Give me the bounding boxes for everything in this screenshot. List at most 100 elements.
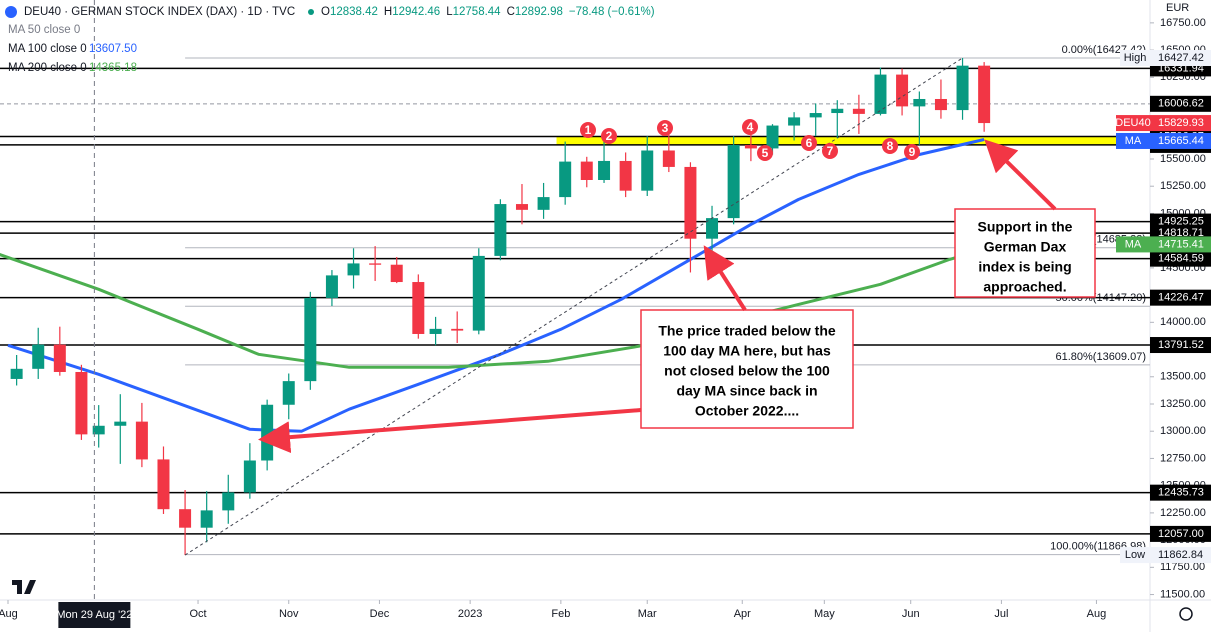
candle-body [788,117,801,126]
candle-body [956,65,969,111]
annotation-text: day MA since back in [676,383,817,399]
y-tick-label: 15500.00 [1160,153,1206,165]
price-tag-name-bg [1116,115,1150,132]
candle-body [135,421,148,460]
candle-body [662,150,675,167]
marker-label: 6 [806,136,813,150]
price-tag-name-bg [1116,236,1150,253]
candle-body [515,204,528,210]
quote-part: −78.48 (−0.61%) [569,6,655,18]
y-tick-label: 13000.00 [1160,425,1206,437]
annotation-text: index is being [978,259,1071,275]
arrow [258,408,642,454]
annotation-text: not closed below the 100 [664,363,830,379]
candle-body [451,328,464,331]
annotation-text: The price traded below the [658,323,836,339]
fib-label: 61.80%(13609.07) [1055,351,1146,363]
price-tag [1150,132,1211,149]
x-tick-label: Jun [902,608,920,620]
quote-part: L [446,6,453,18]
candle-body [222,492,235,511]
candle-body [347,263,360,276]
marker-label: 5 [762,146,769,160]
candle-body [913,98,926,107]
y-tick-label: 13250.00 [1160,398,1206,410]
candle-body [10,368,23,379]
annotation-text: German Dax [984,239,1067,255]
x-tick-label: Apr [734,608,751,620]
candle-body [766,125,779,149]
candle-body [369,263,382,265]
price-tag-label: 16006.62 [1158,98,1204,110]
annotation-text: 100 day MA here, but has [663,343,831,359]
price-tag-label: 15829.93 [1158,117,1204,129]
x-tick-label: Nov [279,608,299,620]
candle-body [32,344,45,369]
y-tick-label: 13500.00 [1160,371,1206,383]
annotation-box [640,309,854,429]
annotation-text: approached. [983,279,1066,295]
quote-part: O [321,6,330,18]
candle-body [874,74,887,114]
quote: O12838.42 H12942.46 L12758.44 C12892.98 −78.… [321,6,655,18]
price-tag-label: 11862.84 [1158,549,1203,561]
price-tag-label: 12435.73 [1158,487,1204,499]
candle-body [744,145,757,149]
candle-body [282,381,295,405]
quote-part: 12942.46 [392,6,440,18]
quote-part: 12838.42 [330,6,378,18]
price-tag [1150,547,1211,564]
price-tag-label: 14925.25 [1158,215,1204,227]
candle-body [304,297,317,382]
annotation-text: Support in the [978,219,1073,235]
marker [757,145,773,161]
symbol-icon [5,6,17,18]
arrow [984,139,1057,211]
candle-body [179,509,192,528]
marker [657,120,673,136]
annotation-box [954,208,1096,298]
candle-body [75,371,88,435]
marker [882,138,898,154]
settings-icon[interactable] [1179,607,1193,621]
x-tick-label: Jul [994,608,1008,620]
price-tag [1150,525,1211,542]
price-tag-name: DEU40 [1115,117,1150,129]
marker [904,144,920,160]
ma-legend-value: 13607.50 [89,43,137,55]
candle-body [243,460,256,493]
marker-label: 4 [747,120,754,134]
candle-body [831,108,844,114]
ma-line [7,138,985,433]
price-tag-name: Low [1125,549,1145,561]
ma-line [0,247,985,369]
candle-body [852,108,865,114]
price-tag [1150,115,1211,132]
arrow [703,245,747,312]
marker [801,135,817,151]
marker [580,122,596,138]
crosshair-label: Mon 29 Aug '22 [56,609,132,621]
quote-part: C [507,6,515,18]
candle-body [157,459,170,510]
price-tag [1150,484,1211,501]
price-tag-label: 15665.44 [1158,135,1204,147]
marker [822,143,838,159]
x-tick-label: Feb [551,608,570,620]
candle-body [809,113,822,118]
marker-label: 8 [887,139,894,153]
price-tag-label: 14584.59 [1158,253,1204,265]
price-tag-name: High [1124,52,1147,64]
price-tag [1150,236,1211,253]
candle-body [472,255,485,331]
y-tick-label: 11500.00 [1160,588,1205,600]
crosshair-tag [58,602,131,628]
y-tick-label: 16750.00 [1160,17,1206,29]
price-tag-name-bg [1116,132,1150,149]
candle-body [325,275,338,298]
marker [742,119,758,135]
x-tick-label: Aug [1087,608,1107,620]
candle-body [412,282,425,334]
candle-body [559,161,572,198]
